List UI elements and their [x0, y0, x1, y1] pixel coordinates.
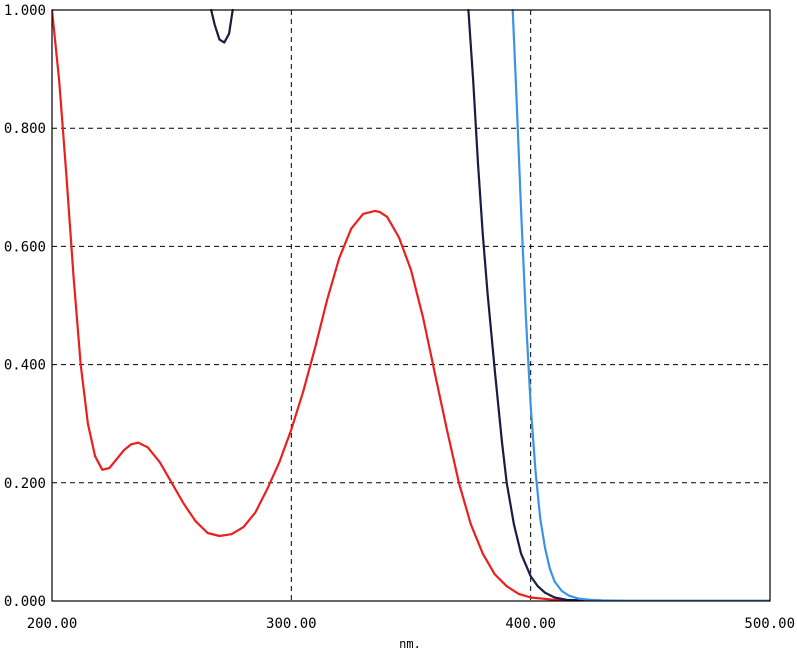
y-tick-labels: 0.000 0.200 0.400 0.600 0.800 1.000 — [4, 3, 46, 610]
y-tick-label-1: 0.200 — [4, 476, 46, 492]
series-line-1 — [52, 9, 770, 601]
y-tick-label-4: 0.800 — [4, 121, 46, 137]
y-tick-label-3: 0.600 — [4, 239, 46, 255]
x-axis-label: nm. — [399, 637, 421, 651]
x-tick-labels: 200.00 300.00 400.00 500.00 — [27, 616, 795, 632]
y-tick-label-0: 0.000 — [4, 594, 46, 610]
y-tick-label-2: 0.400 — [4, 358, 46, 374]
x-tick-label-1: 300.00 — [266, 616, 317, 632]
grid — [52, 10, 770, 601]
x-tick-label-3: 500.00 — [744, 616, 795, 632]
y-tick-label-5: 1.000 — [4, 3, 46, 19]
plot-frame — [51, 9, 771, 602]
series-group — [52, 9, 770, 601]
x-tick-label-2: 400.00 — [505, 616, 556, 632]
series-line-2 — [210, 9, 770, 601]
series-line-3 — [511, 9, 770, 601]
x-tick-label-0: 200.00 — [27, 616, 78, 632]
plot-border — [51, 9, 771, 602]
